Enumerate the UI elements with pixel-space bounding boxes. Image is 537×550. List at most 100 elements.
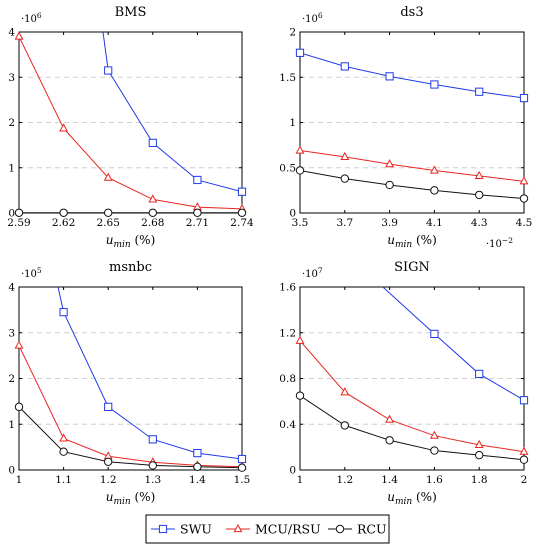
data-point-RCU xyxy=(475,190,484,200)
legend: SWU MCU/RSU RCU xyxy=(145,514,390,544)
x-axis-label: umin (%) xyxy=(106,233,156,250)
x-tick-label: 1.8 xyxy=(471,474,488,486)
data-point-MCU_RSU xyxy=(385,159,395,168)
data-point-SWU xyxy=(237,454,247,464)
data-point-SWU xyxy=(193,448,202,458)
data-point-RCU xyxy=(193,462,202,471)
y-tick-label: 0 xyxy=(8,208,15,220)
y-tick-label: 1.5 xyxy=(279,72,296,84)
x-multiplier: ·10−2 xyxy=(486,236,513,250)
x-axis-label-main: u xyxy=(387,233,395,247)
y-multiplier-base: ·10 xyxy=(21,269,37,280)
y-multiplier-exp: 6 xyxy=(318,11,323,20)
x-tick-label: 1.4 xyxy=(189,474,206,486)
data-point-MCU_RSU xyxy=(385,414,395,423)
y-tick-label: 2 xyxy=(8,117,15,129)
data-point-MCU_RSU xyxy=(59,433,69,442)
series-line-RCU xyxy=(300,169,524,200)
x-tick-label: 2.68 xyxy=(141,217,164,229)
x-tick-label: 4.5 xyxy=(516,217,533,229)
data-point-RCU xyxy=(295,166,305,175)
y-tick-label: 1 xyxy=(8,419,15,431)
data-point-MCU_RSU xyxy=(148,194,158,203)
plot-area xyxy=(19,287,242,469)
x-tick-label: 2.65 xyxy=(97,217,120,229)
x-axis-label-main: u xyxy=(106,490,114,504)
data-point-RCU xyxy=(340,421,349,430)
x-axis-label-main: u xyxy=(106,233,114,247)
legend-label-SWU: SWU xyxy=(180,522,212,537)
data-point-MCU_RSU xyxy=(59,123,69,132)
y-multiplier: ·107 xyxy=(302,266,323,280)
x-tick-label: 1.4 xyxy=(381,474,398,486)
x-tick-label: 2.62 xyxy=(52,217,75,229)
series-line-MCU_RSU xyxy=(19,345,242,468)
x-axis-label-rest: (%) xyxy=(412,490,437,504)
y-tick-label: 2 xyxy=(8,373,15,385)
x-axis-label: umin (%) xyxy=(106,490,156,507)
data-point-RCU xyxy=(340,174,349,183)
data-point-MCU_RSU xyxy=(474,170,484,179)
data-point-RCU xyxy=(59,208,68,217)
chart-panel-4: SIGN ·107 0 0.4 0.8 1.2 1.6 1 1.2 1.4 1.6 1.8 2 umin … xyxy=(279,260,529,507)
y-multiplier: ·106 xyxy=(302,11,323,25)
legend-marker-RCU xyxy=(335,524,345,534)
chart-title: msnbc xyxy=(109,260,152,275)
x-tick-label: 1.3 xyxy=(144,474,161,486)
data-point-RCU xyxy=(193,208,202,217)
x-multiplier-base: ·10 xyxy=(486,239,502,250)
x-tick-label: 4.1 xyxy=(426,217,443,229)
data-point-SWU xyxy=(385,72,394,81)
y-tick-label: 4 xyxy=(8,282,15,294)
chart-title: SIGN xyxy=(394,260,430,275)
y-multiplier-base: ·10 xyxy=(21,14,37,25)
y-tick-label: 0 xyxy=(8,465,15,477)
series-line-SWU xyxy=(57,287,242,460)
y-tick-label: 1 xyxy=(289,117,296,129)
y-multiplier: ·105 xyxy=(21,266,42,280)
data-point-RCU xyxy=(475,450,484,460)
series-line-MCU_RSU xyxy=(300,340,524,453)
data-point-SWU xyxy=(519,396,529,405)
series-line-MCU_RSU xyxy=(19,36,242,210)
data-point-RCU xyxy=(430,186,439,195)
x-tick-label: 2.71 xyxy=(186,217,209,229)
series-line-SWU xyxy=(382,287,524,401)
data-point-SWU xyxy=(295,48,305,57)
data-point-SWU xyxy=(430,329,439,338)
data-point-SWU xyxy=(148,435,157,444)
data-point-RCU xyxy=(237,463,247,472)
x-axis-label: umin (%) xyxy=(387,490,437,507)
data-point-SWU xyxy=(340,62,349,71)
y-tick-label: 0 xyxy=(289,465,296,477)
x-tick-label: 4.3 xyxy=(471,217,488,229)
data-point-RCU xyxy=(295,391,305,400)
series-line-RCU xyxy=(300,395,524,461)
data-point-MCU_RSU xyxy=(474,439,484,448)
data-point-MCU_RSU xyxy=(14,340,24,349)
data-point-SWU xyxy=(430,80,439,89)
x-tick-label: 1 xyxy=(297,474,304,486)
x-axis-label-main: u xyxy=(387,490,395,504)
series-line-RCU xyxy=(19,406,242,469)
x-axis-label-sub: min xyxy=(395,497,412,507)
data-point-SWU xyxy=(519,93,529,103)
x-tick-label: 3.7 xyxy=(336,217,353,229)
data-point-RCU xyxy=(385,436,394,445)
y-tick-label: 1.6 xyxy=(279,282,296,294)
chart-title: BMS xyxy=(115,5,147,20)
chart-title: ds3 xyxy=(400,5,423,20)
data-point-MCU_RSU xyxy=(340,151,350,160)
data-point-SWU xyxy=(104,66,113,75)
x-tick-label: 1.2 xyxy=(100,474,117,486)
data-point-MCU_RSU xyxy=(340,387,350,396)
y-tick-label: 2 xyxy=(289,27,296,39)
data-point-SWU xyxy=(475,369,484,379)
legend-label-MCU_RSU: MCU/RSU xyxy=(255,522,321,537)
data-point-MCU_RSU xyxy=(295,335,305,344)
data-point-RCU xyxy=(104,457,113,466)
y-tick-label: 1 xyxy=(8,162,15,174)
data-point-MCU_RSU xyxy=(519,176,529,185)
